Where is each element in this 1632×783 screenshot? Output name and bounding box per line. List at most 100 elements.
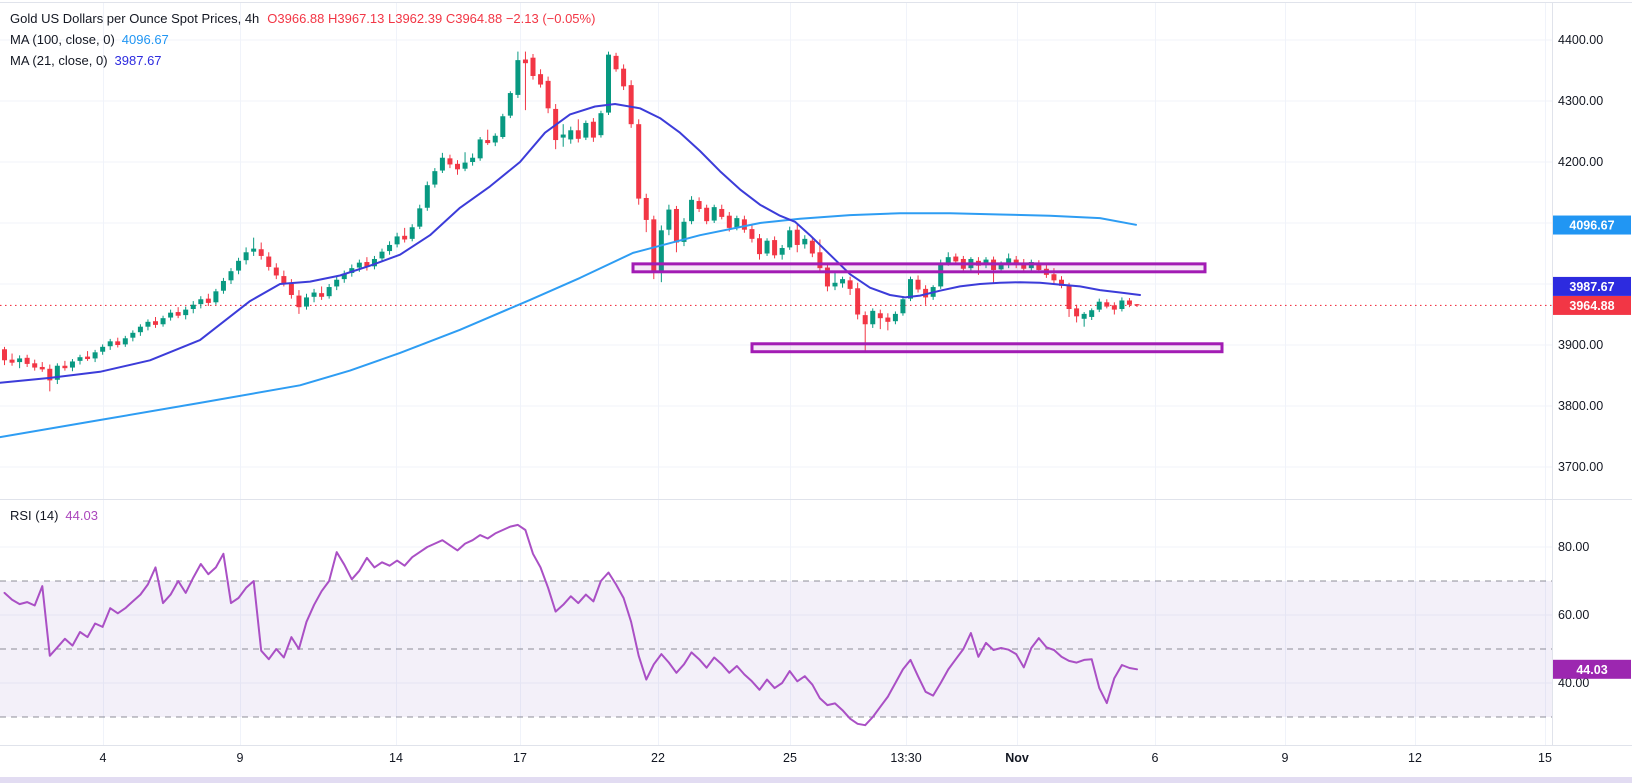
candle-body bbox=[681, 221, 687, 242]
resistance-zone-rect[interactable] bbox=[750, 342, 1224, 354]
candle-body bbox=[85, 356, 91, 360]
candle-body bbox=[643, 197, 649, 220]
candle-body bbox=[658, 230, 664, 272]
axis-price-badge: 4096.67 bbox=[1553, 215, 1631, 235]
drawing-zones[interactable] bbox=[631, 262, 1224, 354]
candle-body bbox=[492, 135, 498, 143]
price-tick-label: 4300.00 bbox=[1558, 94, 1603, 108]
candle-body bbox=[862, 315, 868, 325]
candle-body bbox=[236, 260, 242, 271]
rsi-tick-label: 40.00 bbox=[1558, 676, 1589, 690]
candle-body bbox=[220, 280, 226, 291]
time-tick-label: 4 bbox=[100, 751, 107, 765]
candle-body bbox=[704, 207, 710, 222]
axis-price-badge: 3964.88 bbox=[1553, 295, 1631, 315]
badge-bg bbox=[1553, 276, 1631, 296]
symbol-legend-row[interactable]: Gold US Dollars per Ounce Spot Prices, 4… bbox=[10, 8, 595, 29]
candles bbox=[2, 51, 1140, 392]
candle-body bbox=[538, 74, 544, 85]
candle-body bbox=[1089, 310, 1095, 317]
badge-bg bbox=[1553, 215, 1631, 235]
rsi-line[interactable] bbox=[3, 523, 1138, 727]
candle-body bbox=[809, 240, 815, 254]
candle-body bbox=[636, 124, 642, 199]
axis-price-badge: 3987.67 bbox=[1553, 276, 1631, 296]
candle-body bbox=[983, 259, 989, 266]
candle-body bbox=[628, 85, 634, 125]
time-tick-label: 22 bbox=[651, 751, 665, 765]
candle-body bbox=[17, 358, 23, 363]
candle-body bbox=[251, 248, 257, 252]
candle-body bbox=[900, 299, 906, 314]
candle-body bbox=[1021, 262, 1027, 269]
candle-body bbox=[77, 357, 83, 361]
candle-body bbox=[892, 313, 898, 322]
candle-body bbox=[711, 207, 717, 221]
candle-body bbox=[726, 215, 732, 228]
candle-body bbox=[137, 326, 143, 333]
candle-body bbox=[470, 157, 476, 162]
candle-body bbox=[1104, 302, 1110, 307]
candle-body bbox=[402, 235, 408, 240]
candle-body bbox=[319, 293, 325, 297]
time-tick-label: 9 bbox=[237, 751, 244, 765]
ma100-legend-row[interactable]: MA (100, close, 0) 4096.67 bbox=[10, 29, 595, 50]
candle-body bbox=[908, 279, 913, 299]
ma21-label: MA (21, close, 0) bbox=[10, 53, 108, 68]
candle-body bbox=[575, 130, 581, 139]
badge-text: 4096.67 bbox=[1569, 219, 1614, 233]
candle-body bbox=[183, 309, 189, 316]
candle-body bbox=[847, 280, 853, 289]
badge-bg bbox=[1553, 659, 1631, 679]
badge-bg bbox=[1553, 295, 1631, 315]
ma21-value: 3987.67 bbox=[114, 53, 162, 68]
candle-body bbox=[296, 295, 302, 308]
candle-body bbox=[371, 258, 377, 267]
candle-body bbox=[590, 121, 596, 138]
candle-body bbox=[349, 268, 355, 274]
price-axis[interactable]: 4400.00 4300.00 4200.00 3900.00 3800.00 3700.… bbox=[1553, 33, 1631, 690]
ma21-legend-row[interactable]: MA (21, close, 0) 3987.67 bbox=[10, 50, 595, 71]
main-legend: Gold US Dollars per Ounce Spot Prices, 4… bbox=[10, 8, 595, 71]
candle-body bbox=[92, 352, 98, 359]
candle-body bbox=[560, 134, 566, 138]
time-tick-label: 6 bbox=[1152, 751, 1159, 765]
candle-body bbox=[915, 279, 921, 290]
candle-body bbox=[341, 273, 347, 280]
candle-body bbox=[832, 282, 838, 287]
resistance-zone-rect[interactable] bbox=[631, 262, 1207, 274]
candle-body bbox=[266, 256, 272, 267]
time-axis[interactable]: 4 9 14 17 22 25 13:30 Nov 6 9 12 15 bbox=[100, 751, 1552, 765]
ma21-line[interactable] bbox=[0, 103, 1141, 384]
time-tick-label: 12 bbox=[1408, 751, 1422, 765]
candle-body bbox=[1119, 300, 1125, 310]
candle-body bbox=[311, 292, 317, 297]
badge-text: 3964.88 bbox=[1569, 299, 1614, 313]
candle-body bbox=[356, 262, 362, 268]
ma100-line[interactable] bbox=[0, 212, 1137, 439]
price-tick-label: 3800.00 bbox=[1558, 399, 1603, 413]
candle-body bbox=[258, 249, 264, 256]
time-tick-label: 9 bbox=[1282, 751, 1289, 765]
candle-body bbox=[1006, 258, 1012, 266]
candle-body bbox=[1111, 305, 1117, 310]
candle-body bbox=[62, 365, 68, 369]
candle-body bbox=[613, 55, 619, 70]
candle-body bbox=[870, 310, 876, 325]
candle-body bbox=[1036, 263, 1042, 270]
symbol-title: Gold US Dollars per Ounce Spot Prices, 4… bbox=[10, 11, 260, 26]
candle-body bbox=[455, 163, 460, 170]
axis-price-badge: 44.03 bbox=[1553, 659, 1631, 679]
badge-text: 44.03 bbox=[1576, 663, 1607, 677]
candle-body bbox=[530, 57, 536, 76]
candle-body bbox=[175, 312, 181, 316]
bottom-toolbar-strip bbox=[0, 777, 1632, 783]
rsi-legend-row[interactable]: RSI (14) 44.03 bbox=[10, 505, 98, 526]
candle-body bbox=[1013, 259, 1019, 266]
rsi-label: RSI (14) bbox=[10, 508, 59, 523]
candle-body bbox=[500, 116, 506, 137]
candle-body bbox=[598, 113, 604, 136]
candle-body bbox=[1134, 304, 1140, 306]
